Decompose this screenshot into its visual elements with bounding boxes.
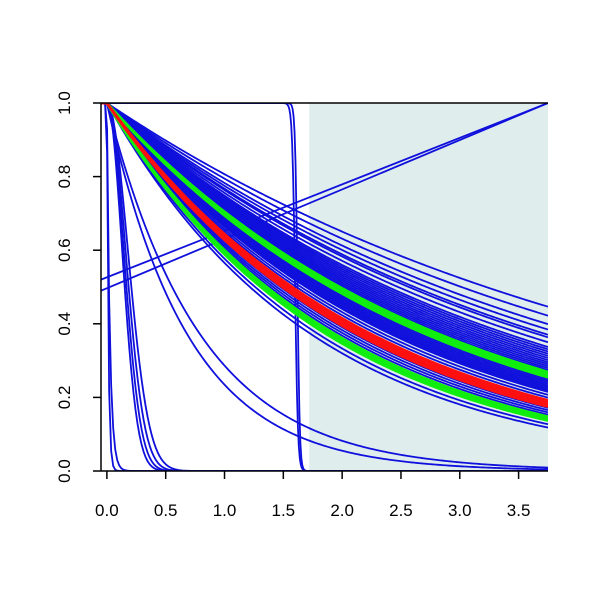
- ensemble-curve: [101, 103, 548, 426]
- highlight-curve: [101, 103, 548, 408]
- ensemble-curve: [101, 103, 548, 393]
- y-tick-label: 0.8: [55, 165, 74, 189]
- y-tick-label: 0.2: [55, 386, 74, 410]
- x-axis: 0.0 0.5 1.0 1.5 2.0 2.5 3.0 3.5: [95, 102, 548, 520]
- x-tick-label: 3.5: [507, 501, 531, 520]
- x-tick-label: 2.0: [330, 501, 354, 520]
- rising-line: [101, 103, 548, 292]
- bounds-curve: [101, 103, 548, 422]
- y-tick-label: 0.4: [55, 312, 74, 336]
- ensemble-curve: [101, 103, 548, 308]
- ensemble-curve: [101, 103, 548, 471]
- ensemble-curve: [101, 103, 548, 396]
- ensemble-curve: [101, 103, 548, 414]
- x-tick-label: 3.0: [448, 501, 472, 520]
- y-tick-label: 0.6: [55, 238, 74, 262]
- x-tick-label: 1.5: [272, 501, 296, 520]
- y-tick-label: 0.0: [55, 459, 74, 483]
- x-tick-label: 0.5: [154, 501, 178, 520]
- ensemble-curve: [101, 103, 548, 471]
- ensemble-curve: [101, 103, 548, 317]
- ensemble-curve: [101, 103, 548, 331]
- x-tick-label: 2.5: [389, 501, 413, 520]
- ensemble-curve: [101, 103, 548, 344]
- y-axis: 0.0 0.2 0.4 0.6 0.8 1.0: [55, 91, 102, 483]
- y-tick-label: 1.0: [55, 91, 74, 115]
- ensemble-curve: [101, 103, 548, 429]
- ensemble-curve: [101, 103, 548, 326]
- x-tick-label: 0.0: [95, 501, 119, 520]
- ensemble-curve: [101, 103, 548, 339]
- rising-line: [101, 103, 548, 281]
- ensemble-curve: [101, 103, 548, 469]
- plot-region: [101, 103, 548, 471]
- ensemble-curve: [101, 103, 548, 412]
- x-tick-label: 1.0: [213, 501, 237, 520]
- bounds-curve: [101, 103, 548, 379]
